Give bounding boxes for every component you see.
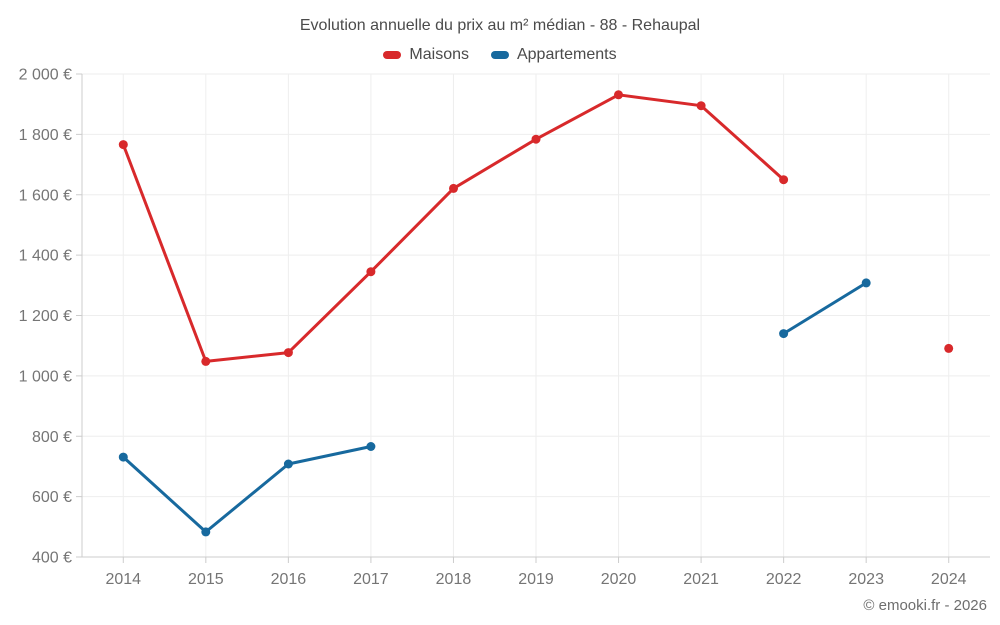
- x-axis-label-2017: 2017: [353, 571, 389, 588]
- x-axis-label-2019: 2019: [518, 571, 554, 588]
- maisons-point-2021[interactable]: [696, 101, 706, 111]
- appartements-series-line: [782, 281, 868, 336]
- legend-label: Maisons: [409, 46, 469, 63]
- y-axis-label: 1 800 €: [19, 127, 72, 144]
- x-axis-label-2015: 2015: [188, 571, 224, 588]
- maisons-point-2014[interactable]: [118, 140, 128, 150]
- chart-title: Evolution annuelle du prix au m² médian …: [299, 17, 701, 34]
- y-axis-label: 600 €: [32, 489, 72, 506]
- x-axis-label-2020: 2020: [601, 571, 637, 588]
- legend-item-appartements[interactable]: Appartements: [490, 46, 617, 64]
- y-axis-label: 800 €: [32, 429, 72, 446]
- appartements-point-2017[interactable]: [366, 442, 376, 451]
- appartements-point-2016[interactable]: [283, 459, 293, 469]
- appartements-series-line: [121, 445, 373, 534]
- y-axis-label: 1 200 €: [19, 308, 72, 325]
- x-axis-label-2018: 2018: [436, 571, 472, 588]
- y-axis-label: 1 600 €: [19, 187, 72, 204]
- x-axis-label-2022: 2022: [766, 571, 802, 588]
- copyright-credit: © emooki.fr - 2026: [863, 597, 987, 614]
- y-axis-label: 1 400 €: [19, 248, 72, 265]
- maisons-point-2019[interactable]: [531, 134, 541, 144]
- y-axis-label: 2 000 €: [19, 67, 72, 84]
- maisons-point-2017[interactable]: [366, 267, 376, 277]
- x-axis-label-2024: 2024: [931, 571, 967, 588]
- legend-swatch-maisons: [383, 51, 402, 59]
- x-axis-label-2016: 2016: [271, 571, 307, 588]
- maisons-point-2015[interactable]: [201, 356, 211, 366]
- x-axis-label-2021: 2021: [683, 571, 719, 588]
- legend-swatch-appartements: [490, 51, 509, 59]
- maisons-point-2024[interactable]: [944, 343, 954, 353]
- y-axis-label: 400 €: [32, 550, 72, 567]
- maisons-point-2022[interactable]: [779, 175, 789, 185]
- appartements-point-2023[interactable]: [861, 278, 871, 288]
- maisons-point-2020[interactable]: [614, 90, 623, 100]
- legend-label: Appartements: [516, 46, 617, 63]
- x-axis-label-2014: 2014: [105, 571, 141, 588]
- chart-legend: Maisons Appartements: [0, 46, 1000, 64]
- x-axis-label-2023: 2023: [848, 571, 884, 588]
- legend-item-maisons[interactable]: Maisons: [383, 46, 469, 64]
- appartements-point-2014[interactable]: [118, 452, 128, 462]
- y-axis-label: 1 000 €: [19, 368, 72, 385]
- appartements-point-2022[interactable]: [779, 329, 789, 339]
- maisons-point-2016[interactable]: [283, 348, 293, 358]
- appartements-point-2015[interactable]: [201, 527, 211, 537]
- maisons-point-2018[interactable]: [449, 183, 458, 193]
